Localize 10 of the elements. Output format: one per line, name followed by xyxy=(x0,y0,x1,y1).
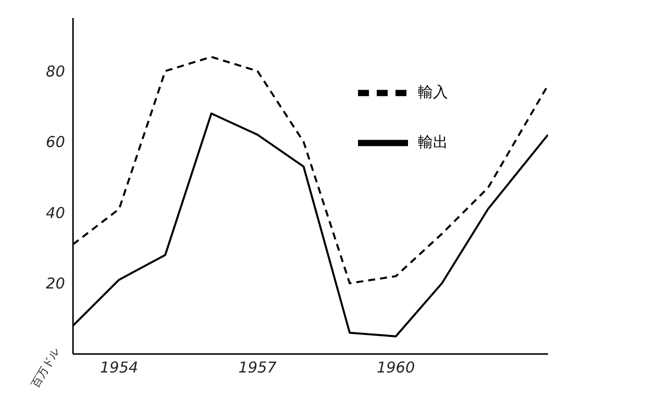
x-tick-label: 1954 xyxy=(100,358,138,377)
y-tick-label: 40 xyxy=(46,204,65,222)
y-tick-label: 80 xyxy=(46,62,65,80)
y-tick-label: 20 xyxy=(46,274,65,293)
y-tick-label: 60 xyxy=(46,133,65,152)
y-axis-title: 百万ドル xyxy=(28,344,63,390)
legend-label: 輸入 xyxy=(418,83,448,102)
x-tick-label: 1957 xyxy=(238,358,278,377)
x-tick-label: 1960 xyxy=(376,358,415,377)
legend-label: 輸出 xyxy=(418,133,448,152)
